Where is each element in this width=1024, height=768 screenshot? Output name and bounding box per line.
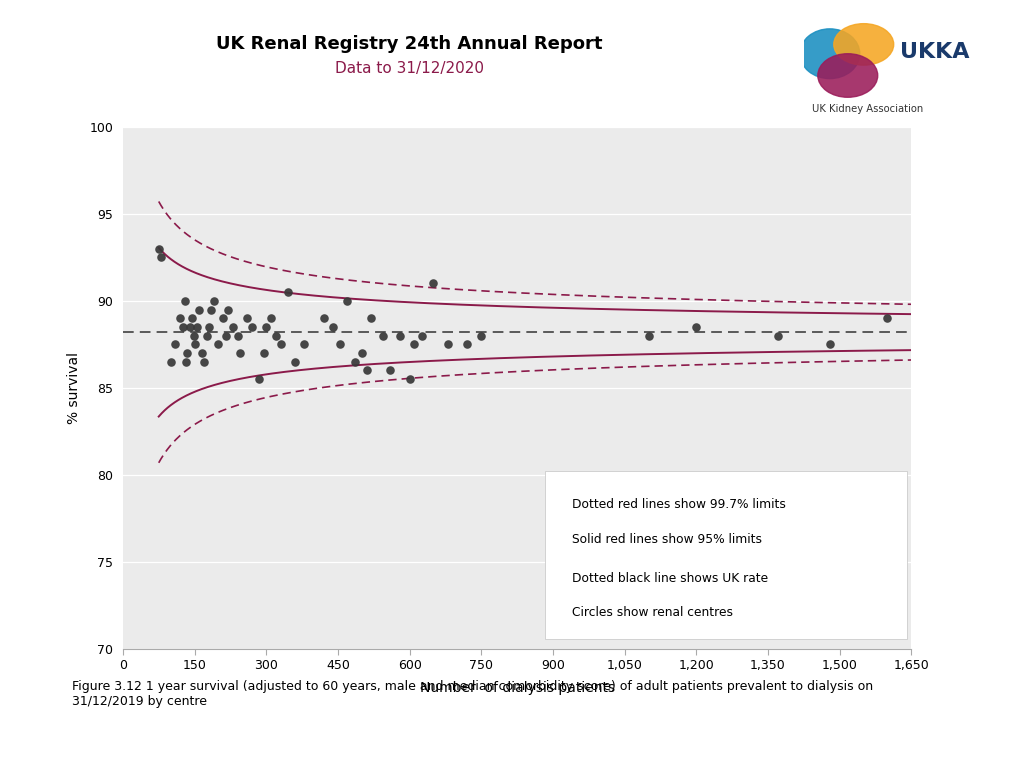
Text: Solid red lines show 95% limits: Solid red lines show 95% limits	[572, 533, 762, 546]
Text: Data to 31/12/2020: Data to 31/12/2020	[335, 61, 484, 77]
FancyBboxPatch shape	[545, 472, 907, 638]
Point	[287, 356, 303, 368]
Y-axis label: % survival: % survival	[67, 352, 81, 424]
Point	[239, 312, 255, 324]
Point	[346, 356, 362, 368]
Text: Dotted black line shows UK rate: Dotted black line shows UK rate	[572, 572, 768, 585]
Point	[251, 373, 267, 386]
Point	[191, 303, 208, 316]
Point	[769, 329, 785, 342]
Point	[353, 347, 370, 359]
Point	[224, 321, 241, 333]
Point	[880, 312, 896, 324]
Text: Figure 3.12 1 year survival (adjusted to 60 years, male and median comorbidity s: Figure 3.12 1 year survival (adjusted to…	[72, 680, 872, 707]
Text: UKKA: UKKA	[900, 41, 969, 61]
Point	[280, 286, 296, 298]
Point	[178, 356, 195, 368]
Point	[210, 338, 226, 350]
Point	[640, 329, 656, 342]
Point	[217, 329, 233, 342]
Point	[163, 356, 179, 368]
Point	[382, 364, 398, 376]
Point	[258, 321, 274, 333]
Point	[220, 303, 237, 316]
Text: Dotted red lines show 99.7% limits: Dotted red lines show 99.7% limits	[572, 498, 786, 511]
Point	[206, 295, 222, 307]
Text: UK Renal Registry 24th Annual Report: UK Renal Registry 24th Annual Report	[216, 35, 603, 52]
Point	[153, 251, 169, 263]
Point	[407, 338, 423, 350]
Point	[188, 321, 205, 333]
Point	[229, 329, 246, 342]
Point	[186, 338, 203, 350]
Point	[203, 303, 219, 316]
Point	[181, 321, 198, 333]
Ellipse shape	[834, 24, 894, 65]
Point	[177, 295, 194, 307]
Point	[315, 312, 332, 324]
Point	[401, 373, 418, 386]
Point	[375, 329, 391, 342]
Point	[172, 312, 188, 324]
Point	[339, 295, 355, 307]
Point	[184, 312, 201, 324]
Point	[425, 277, 441, 290]
Point	[199, 329, 215, 342]
Point	[185, 329, 202, 342]
Text: UK Kidney Association: UK Kidney Association	[812, 104, 923, 114]
Point	[414, 329, 430, 342]
Point	[179, 347, 196, 359]
Ellipse shape	[818, 54, 878, 98]
X-axis label: Number  of dialysis patients: Number of dialysis patients	[420, 680, 614, 695]
Point	[151, 243, 167, 255]
Point	[272, 338, 289, 350]
Point	[459, 338, 475, 350]
Point	[194, 347, 210, 359]
Point	[364, 312, 380, 324]
Point	[256, 347, 272, 359]
Point	[201, 321, 217, 333]
Point	[196, 356, 212, 368]
Point	[392, 329, 409, 342]
Point	[263, 312, 280, 324]
Point	[332, 338, 348, 350]
Point	[167, 338, 183, 350]
Point	[174, 321, 190, 333]
Point	[688, 321, 705, 333]
Point	[244, 321, 260, 333]
Point	[822, 338, 839, 350]
Point	[439, 338, 456, 350]
Point	[473, 329, 489, 342]
Point	[325, 321, 341, 333]
Point	[215, 312, 231, 324]
Point	[296, 338, 312, 350]
Point	[231, 347, 248, 359]
Point	[267, 329, 284, 342]
Point	[358, 364, 375, 376]
Ellipse shape	[800, 29, 860, 78]
Text: Circles show renal centres: Circles show renal centres	[572, 607, 733, 620]
